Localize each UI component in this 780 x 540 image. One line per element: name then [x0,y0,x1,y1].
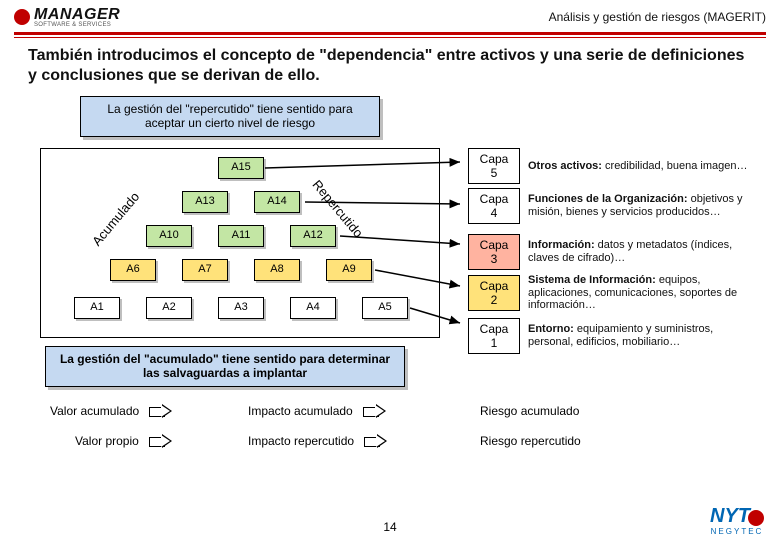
layer-desc: Funciones de la Organización: objetivos … [528,193,758,218]
logo-dot-icon [14,9,30,25]
divider-thin [14,37,766,38]
legend-item: Valor acumulado [50,404,173,418]
asset-cell: A13 [182,191,228,213]
asset-cell: A2 [146,297,192,319]
logo-subtext: SOFTWARE & SERVICES [34,22,120,28]
callout-bottom: La gestión del "acumulado" tiene sentido… [45,346,405,387]
legend-item: Impacto acumulado [248,404,387,418]
content-area: La gestión del "repercutido" tiene senti… [0,86,780,486]
layer-row: Capa 3 Información: datos y metadatos (í… [468,234,758,270]
arrow-icon [149,434,173,448]
layer-label: Capa 5 [468,148,520,184]
layer-desc: Otros activos: credibilidad, buena image… [528,160,758,173]
pyramid-container: A15 A13 A14 A10 A11 A12 A6 A7 A8 A9 A1 A… [40,148,440,338]
asset-cell: A1 [74,297,120,319]
asset-cell: A14 [254,191,300,213]
layer-row: Capa 5 Otros activos: credibilidad, buen… [468,148,758,184]
layer-desc: Sistema de Información: equipos, aplicac… [528,274,758,312]
legend-item: Valor propio [75,434,173,448]
legend-item: Riesgo acumulado [480,404,579,418]
layer-desc: Información: datos y metadatos (índices,… [528,239,758,264]
asset-cell: A15 [218,157,264,179]
asset-cell: A7 [182,259,228,281]
header: MANAGER SOFTWARE & SERVICES Análisis y g… [0,0,780,30]
divider-thick [14,32,766,35]
asset-cell: A4 [290,297,336,319]
header-title: Análisis y gestión de riesgos (MAGERIT) [549,10,766,24]
arrow-icon [364,434,388,448]
layer-label: Capa 1 [468,318,520,354]
layer-desc: Entorno: equipamiento y suministros, per… [528,323,758,348]
callout-top: La gestión del "repercutido" tiene senti… [80,96,380,137]
logo-nyt: NYT NEGYTEC [710,507,764,536]
layer-label: Capa 3 [468,234,520,270]
asset-cell: A11 [218,225,264,247]
layer-label: Capa 4 [468,188,520,224]
layer-label: Capa 2 [468,275,520,311]
asset-cell: A5 [362,297,408,319]
logo-dot-icon [748,510,764,526]
layer-row: Capa 1 Entorno: equipamiento y suministr… [468,318,758,354]
arrow-icon [363,404,387,418]
page-number: 14 [0,520,780,534]
legend-item: Riesgo repercutido [480,434,581,448]
asset-cell: A12 [290,225,336,247]
layer-row: Capa 4 Funciones de la Organización: obj… [468,188,758,224]
asset-cell: A8 [254,259,300,281]
asset-cell: A6 [110,259,156,281]
logo-manager: MANAGER SOFTWARE & SERVICES [14,6,120,28]
asset-cell: A10 [146,225,192,247]
page-title: También introducimos el concepto de "dep… [0,46,780,86]
asset-cell: A9 [326,259,372,281]
asset-cell: A3 [218,297,264,319]
legend-item: Impacto repercutido [248,434,388,448]
diag-label-left: Acumulado [89,189,142,248]
layer-row: Capa 2 Sistema de Información: equipos, … [468,274,758,312]
arrow-icon [149,404,173,418]
